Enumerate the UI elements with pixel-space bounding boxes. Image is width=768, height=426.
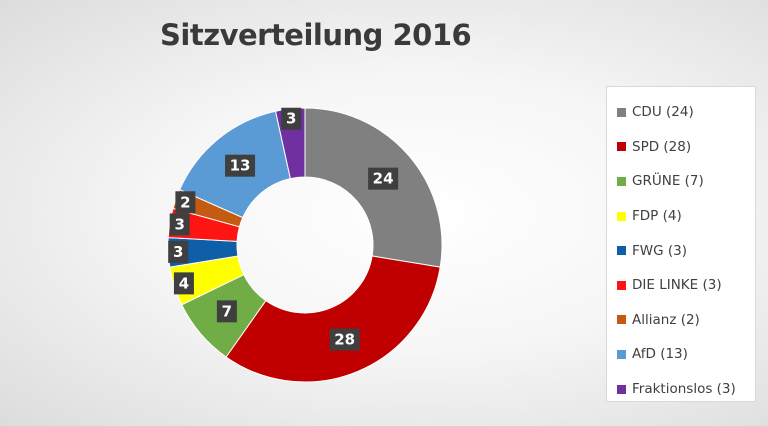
legend-label-0: CDU (24) xyxy=(632,104,694,121)
data-label-box-1 xyxy=(329,328,360,351)
data-label-4: 3 xyxy=(168,240,189,263)
data-label-0: 24 xyxy=(368,167,399,190)
data-label-box-0 xyxy=(368,167,399,190)
legend-label-3: FDP (4) xyxy=(632,208,682,225)
data-label-5: 3 xyxy=(169,213,190,236)
chart-title: Sitzverteilung 2016 xyxy=(160,18,472,52)
data-label-text-0: 24 xyxy=(373,170,394,188)
legend-item-2: GRÜNE (7) xyxy=(617,164,755,199)
legend-swatch-1 xyxy=(617,142,626,152)
legend-swatch-8 xyxy=(617,384,626,394)
legend-swatch-6 xyxy=(617,315,626,325)
data-label-box-2 xyxy=(216,300,237,323)
legend-item-5: DIE LINKE (3) xyxy=(617,268,755,303)
legend-swatch-4 xyxy=(617,246,626,256)
data-label-text-3: 4 xyxy=(179,274,189,292)
legend-label-2: GRÜNE (7) xyxy=(632,173,704,190)
legend-item-1: SPD (28) xyxy=(617,130,755,165)
data-label-box-4 xyxy=(168,240,189,263)
data-label-box-3 xyxy=(173,272,194,295)
data-label-text-1: 28 xyxy=(334,331,355,349)
legend-swatch-5 xyxy=(617,280,626,290)
legend: CDU (24) SPD (28) GRÜNE (7) FDP (4) FWG (3) D… xyxy=(606,86,756,402)
legend-item-6: Allianz (2) xyxy=(617,303,755,338)
legend-swatch-0 xyxy=(617,107,626,117)
data-label-3: 4 xyxy=(173,272,194,295)
legend-item-0: CDU (24) xyxy=(617,95,755,130)
legend-label-4: FWG (3) xyxy=(632,242,687,259)
data-label-box-5 xyxy=(169,213,190,236)
data-label-text-8: 3 xyxy=(286,110,296,128)
legend-item-3: FDP (4) xyxy=(617,199,755,234)
legend-item-8: Fraktionslos (3) xyxy=(617,372,755,407)
data-label-2: 7 xyxy=(216,300,237,323)
data-label-box-6 xyxy=(175,191,196,214)
data-label-text-7: 13 xyxy=(230,157,251,175)
legend-label-5: DIE LINKE (3) xyxy=(632,277,722,294)
legend-label-1: SPD (28) xyxy=(632,138,692,155)
data-label-box-7 xyxy=(225,154,256,177)
donut-slice-1 xyxy=(225,255,441,383)
data-label-text-2: 7 xyxy=(222,302,232,320)
legend-label-8: Fraktionslos (3) xyxy=(632,381,736,398)
data-label-1: 28 xyxy=(329,328,360,351)
data-label-7: 13 xyxy=(225,154,256,177)
legend-label-6: Allianz (2) xyxy=(632,311,700,328)
legend-swatch-7 xyxy=(617,349,626,359)
legend-swatch-3 xyxy=(617,211,626,221)
legend-swatch-2 xyxy=(617,176,626,186)
data-label-text-6: 2 xyxy=(180,193,190,211)
legend-label-7: AfD (13) xyxy=(632,346,688,363)
data-label-6: 2 xyxy=(175,191,196,214)
legend-item-4: FWG (3) xyxy=(617,233,755,268)
data-label-text-4: 3 xyxy=(173,243,183,261)
data-label-text-5: 3 xyxy=(174,215,184,233)
data-label-box-8 xyxy=(281,107,302,130)
legend-item-7: AfD (13) xyxy=(617,337,755,372)
data-label-8: 3 xyxy=(281,107,302,130)
